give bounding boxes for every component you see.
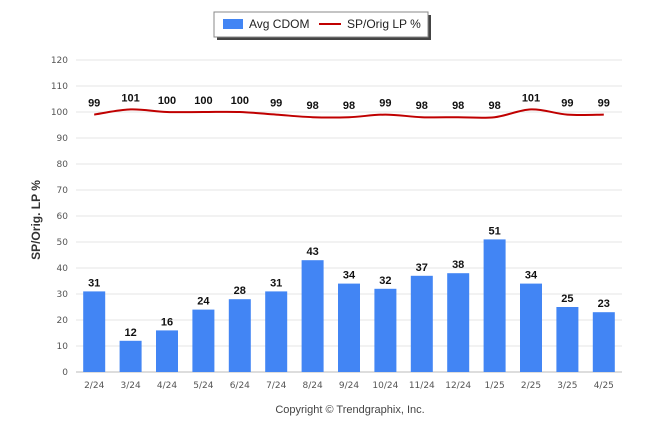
y-tick-label: 80 [57,160,69,170]
bar-data-label: 34 [525,270,538,282]
line-data-label: 99 [88,98,100,110]
bar-series [83,239,615,372]
bar [483,239,506,372]
bar [374,288,397,372]
bar-data-label: 32 [379,275,391,287]
bar-data-label: 16 [161,316,173,328]
x-tick-label: 9/24 [339,381,359,391]
line-data-label: 99 [598,98,610,110]
bar [410,275,433,372]
bar [119,340,142,372]
x-axis-ticks: 2/24 3/24 4/24 5/24 6/24 7/24 8/24 9/24 10/24 11/… [84,381,614,391]
y-tick-label: 100 [51,108,68,118]
y-tick-label: 60 [57,212,69,222]
legend: Avg CDOM SP/Orig LP % [213,11,431,40]
bar-data-label: 43 [306,246,318,258]
data-labels: 31 12 16 24 28 31 43 34 32 37 38 51 34 25 23 99 101 100 10… [88,92,610,338]
bar [265,291,288,372]
legend-swatch-bar [223,19,243,29]
bar-data-label: 31 [88,277,100,289]
line-path [94,108,604,119]
line-data-label: 99 [270,98,282,110]
y-axis-title: SP/Orig. LP % [29,180,43,260]
line-data-label: 99 [561,98,573,110]
copyright-footer: Copyright © Trendgraphix, Inc. [275,404,424,416]
x-tick-label: 3/25 [557,381,577,391]
bar [301,260,324,372]
bar [83,291,106,372]
x-tick-label: 2/25 [521,381,541,391]
line-data-label: 98 [343,100,355,112]
x-tick-label: 4/24 [157,381,177,391]
bar-data-label: 23 [598,298,610,310]
bar [192,309,215,372]
line-data-label: 101 [522,92,540,104]
bar-data-label: 28 [234,285,246,297]
x-tick-label: 6/24 [230,381,250,391]
bar [447,273,470,372]
line-data-label: 98 [416,100,428,112]
line-data-label: 100 [158,95,176,107]
line-data-label: 99 [379,98,391,110]
bar-data-label: 31 [270,277,282,289]
y-tick-label: 110 [51,82,68,92]
y-tick-label: 20 [57,316,69,326]
x-tick-label: 10/24 [372,381,398,391]
line-series [94,108,604,119]
x-tick-label: 5/24 [193,381,213,391]
line-data-label: 98 [488,100,500,112]
y-tick-label: 30 [57,290,69,300]
bar-data-label: 34 [343,270,356,282]
x-tick-label: 11/24 [409,381,435,391]
y-tick-label: 90 [57,134,69,144]
line-data-label: 100 [194,95,212,107]
bar [338,283,360,372]
bar-data-label: 25 [561,293,573,305]
x-tick-label: 4/25 [594,381,614,391]
bar-data-label: 38 [452,259,464,271]
line-data-label: 98 [306,100,318,112]
y-tick-label: 10 [57,342,69,352]
bar [228,299,251,372]
x-tick-label: 1/25 [484,381,504,391]
bar-data-label: 12 [124,327,136,339]
line-data-label: 101 [121,92,139,104]
y-tick-label: 0 [62,368,68,378]
bar-data-label: 24 [197,296,210,308]
y-axis-ticks: 0 10 20 30 40 50 60 70 80 90 100 110 120 [51,56,68,378]
line-data-label: 98 [452,100,464,112]
x-tick-label: 8/24 [302,381,322,391]
legend-label-line: SP/Orig LP % [347,17,421,31]
legend-label-bar: Avg CDOM [249,17,309,31]
bar-data-label: 37 [416,262,428,274]
bar-data-label: 51 [488,225,500,237]
x-tick-label: 2/24 [84,381,104,391]
line-data-label: 100 [231,95,249,107]
bar [592,312,615,372]
bar [156,330,178,372]
x-tick-label: 7/24 [266,381,286,391]
y-tick-label: 120 [51,56,68,66]
y-tick-label: 40 [57,264,69,274]
y-tick-label: 50 [57,238,69,248]
y-tick-label: 70 [57,186,69,196]
bar [556,307,579,372]
bar [520,283,542,372]
x-tick-label: 3/24 [120,381,140,391]
x-tick-label: 12/24 [445,381,471,391]
